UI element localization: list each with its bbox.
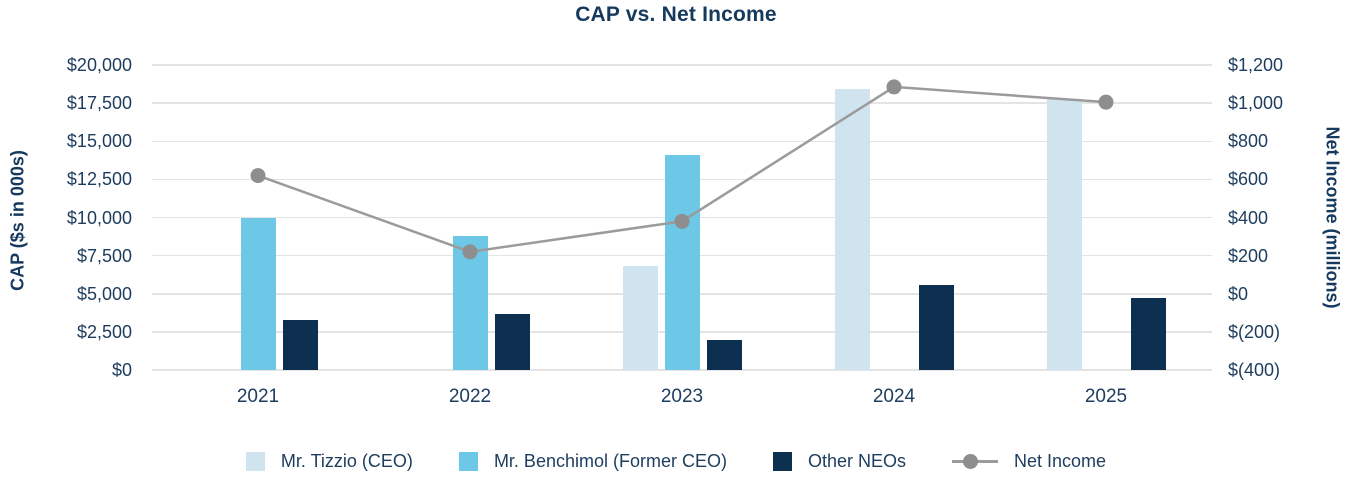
- right-axis-tick-label: $400: [1228, 207, 1269, 228]
- left-axis-tick-label: $12,500: [66, 169, 132, 190]
- x-axis-tick-label: 2023: [660, 386, 704, 407]
- x-axis-tick-label: 2022: [448, 386, 492, 407]
- net-income-marker-2024: [886, 79, 902, 95]
- bar-mr-tizzio-ceo-2024: [834, 89, 870, 370]
- legend-label: Mr. Tizzio (CEO): [280, 450, 413, 471]
- bar-mr-benchimol-former-ceo-2022: [452, 235, 488, 370]
- x-axis-tick-label: 2024: [872, 386, 916, 407]
- x-axis-tick-label: 2025: [1084, 386, 1128, 407]
- left-axis-tick-label: $5,000: [76, 283, 132, 304]
- bar-other-neos-2022: [494, 314, 530, 370]
- left-axis-tick-label: $7,500: [76, 245, 132, 266]
- legend-label: Other NEOs: [807, 450, 907, 471]
- right-axis-tick-label: $(400): [1228, 360, 1281, 380]
- legend-item-net-income: Net Income: [952, 451, 1106, 472]
- left-axis-tick-label: $20,000: [66, 55, 132, 75]
- chart-title: CAP vs. Net Income: [575, 3, 777, 26]
- legend-label: Mr. Benchimol (Former CEO): [493, 450, 727, 471]
- legend-item-mr-tizzio-ceo: Mr. Tizzio (CEO): [245, 450, 413, 472]
- left-axis-tick-label: $15,000: [66, 131, 132, 152]
- bar-other-neos-2025: [1130, 298, 1166, 370]
- legend-item-other-neos: Other NEOs: [772, 450, 907, 472]
- bar-mr-benchimol-former-ceo-2021: [240, 217, 276, 370]
- right-axis-tick-label: $800: [1228, 131, 1269, 152]
- right-axis-tick-label: $600: [1228, 169, 1269, 190]
- right-axis-title: Net Income (millions): [1322, 126, 1343, 309]
- right-axis-tick-label: $200: [1228, 245, 1269, 266]
- left-axis-tick-label: $17,500: [66, 93, 132, 114]
- right-axis-tick-label: $1,200: [1228, 55, 1284, 75]
- mr-benchimol-former-ceo-swatch-icon: [458, 451, 478, 471]
- net-income-marker-2021: [250, 168, 266, 184]
- left-axis-tick-label: $10,000: [66, 207, 132, 228]
- bar-other-neos-2023: [706, 340, 742, 370]
- bar-mr-benchimol-former-ceo-2023: [664, 154, 700, 370]
- legend-label: Net Income: [1014, 450, 1107, 471]
- net-income-line-marker-icon: [952, 453, 999, 469]
- right-axis-tick-label: $1,000: [1228, 93, 1284, 114]
- legend-line-dot: [963, 453, 979, 469]
- chart-legend: Mr. Tizzio (CEO) Mr. Benchimol (Former CE…: [0, 446, 1352, 476]
- x-axis-tick-label: 2021: [236, 386, 280, 407]
- left-axis-tick-label: $0: [111, 360, 132, 380]
- gridline: [152, 64, 1212, 66]
- bar-mr-tizzio-ceo-2023: [622, 266, 658, 370]
- bar-other-neos-2024: [918, 285, 954, 370]
- other-neos-swatch-icon: [772, 451, 792, 471]
- legend-item-mr-benchimol-former-ceo: Mr. Benchimol (Former CEO): [458, 450, 727, 472]
- bar-mr-tizzio-ceo-2025: [1046, 99, 1082, 370]
- bar-other-neos-2021: [282, 319, 318, 370]
- right-axis-tick-label: $(200): [1228, 321, 1281, 342]
- mr-tizzio-ceo-swatch-icon: [245, 451, 265, 471]
- gridline: [152, 369, 1212, 371]
- right-axis-tick-label: $0: [1228, 283, 1249, 304]
- left-axis-tick-label: $2,500: [76, 321, 132, 342]
